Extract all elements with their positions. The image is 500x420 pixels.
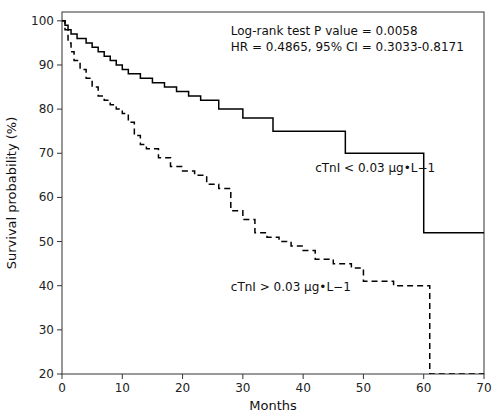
series-label: cTnI < 0.03 μg•L−1 <box>315 161 435 175</box>
y-axis-label: Survival probability (%) <box>4 117 19 270</box>
x-tick <box>182 374 183 379</box>
chart: 0 10 20 30 40 50 60 70 20 30 40 50 60 70 80 90 100 Months… <box>0 0 500 420</box>
x-tick-label: 0 <box>58 381 66 395</box>
y-tick-label: 70 <box>39 146 54 160</box>
x-tick <box>62 374 63 379</box>
x-tick <box>423 374 424 379</box>
annotation: Log-rank test P value = 0.0058 <box>231 24 418 38</box>
y-tick <box>57 241 62 242</box>
lines <box>62 21 484 374</box>
y-tick <box>57 374 62 375</box>
y-tick <box>57 329 62 330</box>
annotation: HR = 0.4865, 95% CI = 0.3033-0.8171 <box>231 40 464 54</box>
y-tick-label: 90 <box>39 58 54 72</box>
y-axis: 20 30 40 50 60 70 80 90 100 <box>31 14 62 381</box>
x-axis: 0 10 20 30 40 50 60 70 <box>58 374 491 395</box>
x-tick-label: 40 <box>296 381 311 395</box>
x-tick-label: 60 <box>416 381 431 395</box>
y-tick-label: 80 <box>39 102 54 116</box>
x-tick <box>363 374 364 379</box>
plot-frame <box>62 12 484 374</box>
y-tick <box>57 20 62 21</box>
x-axis-label: Months <box>249 398 297 413</box>
y-tick-label: 30 <box>39 323 54 337</box>
x-tick <box>122 374 123 379</box>
x-tick-label: 30 <box>235 381 250 395</box>
x-tick <box>303 374 304 379</box>
series-label: cTnI > 0.03 μg•L−1 <box>231 280 351 294</box>
x-tick-label: 70 <box>476 381 491 395</box>
y-tick <box>57 109 62 110</box>
y-tick <box>57 153 62 154</box>
x-tick <box>484 374 485 379</box>
y-tick-label: 40 <box>39 279 54 293</box>
x-tick-label: 10 <box>115 381 130 395</box>
y-tick-label: 60 <box>39 190 54 204</box>
step-line <box>62 21 484 374</box>
y-tick <box>57 197 62 198</box>
step-line <box>62 21 484 233</box>
y-tick-label: 100 <box>31 14 54 28</box>
y-tick-label: 20 <box>39 367 54 381</box>
y-tick <box>57 285 62 286</box>
y-tick <box>57 64 62 65</box>
x-tick <box>242 374 243 379</box>
x-tick-label: 50 <box>356 381 371 395</box>
y-tick-label: 50 <box>39 235 54 249</box>
x-tick-label: 20 <box>175 381 190 395</box>
